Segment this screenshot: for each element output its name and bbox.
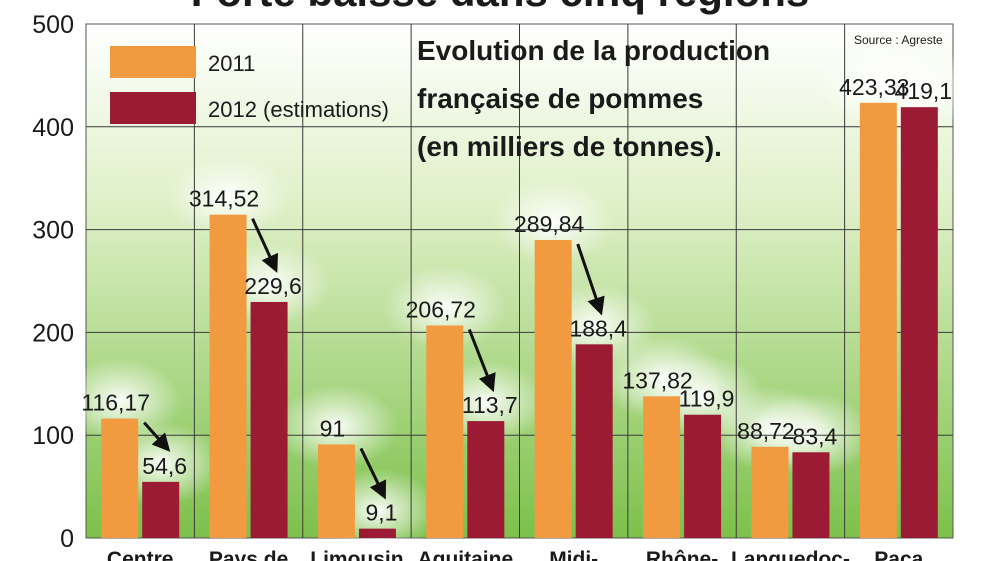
bar-2011 (101, 418, 139, 538)
x-tick-label: Paca (874, 548, 923, 561)
bar-2012 (792, 452, 830, 538)
value-label: 229,6 (244, 273, 302, 299)
bar-2012 (358, 528, 396, 538)
bar-2012 (900, 107, 938, 539)
chart-title-line-1: Evolution de la production (417, 35, 770, 66)
source-note: Source : Agreste (854, 33, 943, 47)
decline-arrows (143, 218, 605, 500)
y-tick-label: 200 (32, 319, 74, 347)
chart-title-line-2: française de pommes (417, 83, 703, 114)
legend-swatch-2012 (110, 92, 196, 124)
bar-2011 (534, 240, 572, 538)
value-label: 9,1 (365, 500, 397, 526)
bar-2011 (643, 396, 681, 538)
x-tick-label: Rhône- (646, 548, 718, 561)
y-tick-label: 100 (32, 422, 74, 450)
x-tick-label: Aquitaine (417, 548, 513, 561)
bar-2011 (426, 325, 464, 538)
value-label: 289,84 (514, 211, 585, 237)
x-tick-label: Limousin (310, 548, 403, 561)
legend-label-2012: 2012 (estimations) (208, 97, 389, 122)
decline-arrow (359, 447, 387, 500)
y-axis: 0 100 200 300 400 500 (32, 11, 74, 553)
bar-2012 (142, 481, 180, 538)
chart-title: Evolution de la production française de … (417, 35, 770, 162)
x-tick-label: Midi- (549, 548, 598, 561)
value-label: 116,17 (81, 390, 150, 416)
legend-label-2011: 2011 (208, 51, 255, 76)
y-tick-label: 300 (32, 217, 74, 245)
label-glow (491, 180, 616, 265)
bars (101, 102, 938, 539)
bar-2012 (575, 344, 613, 538)
value-label: 419,1 (895, 78, 953, 104)
bar-2011 (317, 444, 355, 538)
x-tick-label: Languedoc- (731, 548, 850, 561)
decline-arrow (143, 421, 171, 452)
decline-arrow (251, 218, 279, 273)
headline: Forte baisse dans cinq régions (191, 0, 810, 15)
label-glow (382, 265, 507, 350)
value-label: 206,72 (406, 296, 476, 322)
x-tick-label: Pays de (209, 548, 288, 561)
decline-arrow (576, 243, 605, 316)
label-glow (274, 384, 399, 469)
decline-arrow (467, 328, 496, 393)
bar-2011 (859, 102, 897, 538)
value-label: 188,4 (569, 315, 627, 341)
legend-swatch-2011 (110, 46, 196, 78)
value-label: 113,7 (462, 392, 518, 418)
label-glow (166, 154, 291, 239)
y-tick-label: 500 (32, 11, 74, 39)
value-label: 91 (320, 415, 346, 441)
chart-title-line-3: (en milliers de tonnes). (417, 131, 722, 162)
value-label: 88,72 (737, 418, 795, 444)
bar-2012 (467, 421, 505, 538)
value-label: 83,4 (793, 423, 838, 449)
value-label: 54,6 (142, 453, 187, 479)
bar-2011 (751, 446, 789, 538)
legend: 2011 2012 (estimations) (110, 46, 389, 124)
x-tick-label: Centre (107, 548, 174, 561)
bar-2012 (250, 301, 288, 538)
value-label: 137,82 (622, 367, 692, 393)
value-labels: 116,17 54,6 314,52 229,6 91 9,1 206,72 113,7 289… (81, 74, 952, 526)
bar-2011 (209, 214, 247, 538)
y-tick-label: 0 (60, 525, 74, 553)
label-glow (57, 358, 182, 443)
x-axis: Centre Pays de Limousin Aquitaine Midi- Rhône… (107, 548, 924, 561)
value-label: 119,9 (679, 386, 735, 412)
bar-2012 (684, 414, 722, 538)
y-tick-label: 400 (32, 114, 74, 142)
value-label: 314,52 (189, 186, 259, 212)
value-label: 423,33 (839, 74, 909, 100)
